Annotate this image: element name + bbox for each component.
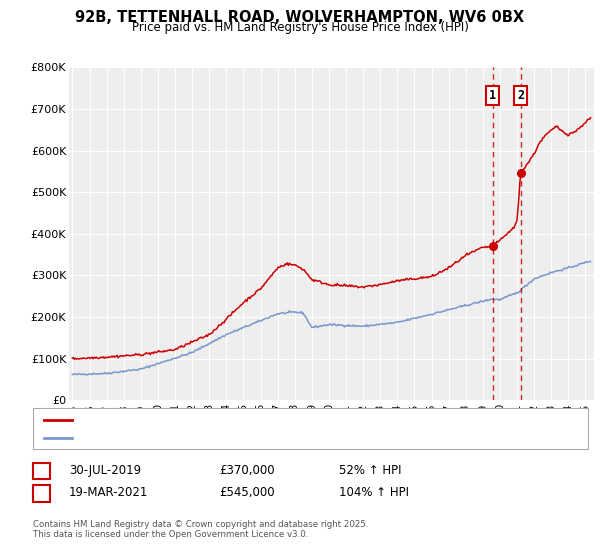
Text: 2: 2 [38,488,45,498]
Text: 92B, TETTENHALL ROAD, WOLVERHAMPTON, WV6 0BX (detached house): 92B, TETTENHALL ROAD, WOLVERHAMPTON, WV6… [78,415,442,424]
Text: HPI: Average price, detached house, Wolverhampton: HPI: Average price, detached house, Wolv… [78,433,341,442]
Text: 52% ↑ HPI: 52% ↑ HPI [339,464,401,478]
Text: £545,000: £545,000 [219,486,275,500]
Text: 19-MAR-2021: 19-MAR-2021 [69,486,148,500]
Text: 104% ↑ HPI: 104% ↑ HPI [339,486,409,500]
Text: 30-JUL-2019: 30-JUL-2019 [69,464,141,478]
Text: 92B, TETTENHALL ROAD, WOLVERHAMPTON, WV6 0BX: 92B, TETTENHALL ROAD, WOLVERHAMPTON, WV6… [76,10,524,25]
Text: £370,000: £370,000 [219,464,275,478]
Text: 1: 1 [489,89,496,102]
Text: 2: 2 [517,89,524,102]
Text: Price paid vs. HM Land Registry's House Price Index (HPI): Price paid vs. HM Land Registry's House … [131,21,469,34]
Text: Contains HM Land Registry data © Crown copyright and database right 2025.
This d: Contains HM Land Registry data © Crown c… [33,520,368,539]
Text: 1: 1 [38,466,45,476]
